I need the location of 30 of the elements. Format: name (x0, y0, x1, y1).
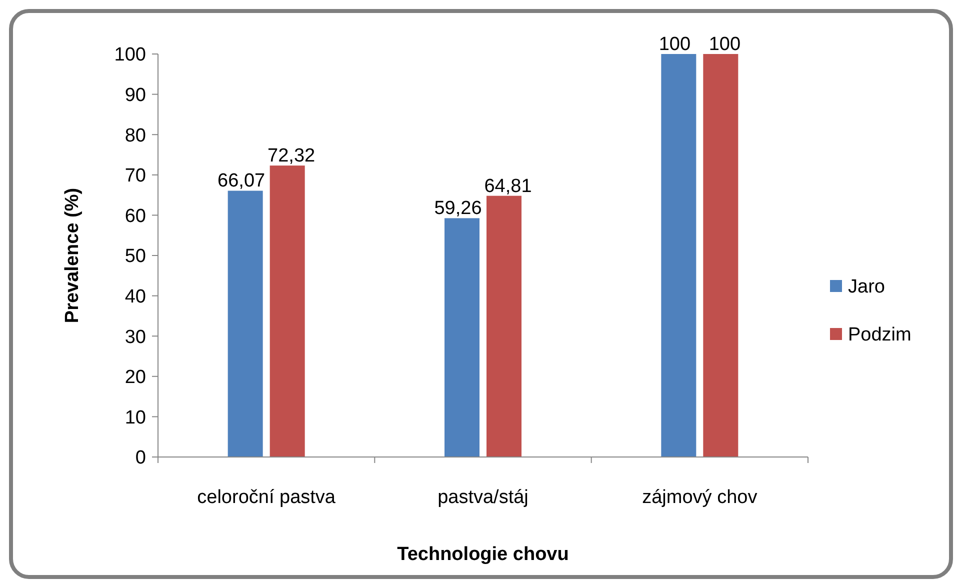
y-tick-label: 90 (124, 84, 146, 106)
y-tick-label: 20 (124, 367, 146, 388)
legend-label: Jaro (848, 276, 885, 298)
data-label: 66,07 (218, 170, 266, 192)
data-label: 64,81 (484, 176, 532, 197)
x-tick-label: celoroční pastva (197, 487, 336, 508)
x-tick-label: pastva/stáj (438, 487, 528, 508)
data-label: 100 (658, 34, 691, 55)
y-tick-label: 50 (124, 246, 146, 268)
bar (661, 54, 696, 457)
y-tick-label: 30 (124, 326, 146, 348)
legend-label: Podzim (848, 324, 912, 346)
y-tick-label: 100 (114, 44, 146, 66)
x-tick-label: zájmový chov (642, 487, 758, 508)
x-axis-title: Technologie chovu (397, 544, 569, 565)
y-tick-label: 0 (135, 448, 146, 469)
bar (444, 218, 480, 457)
y-tick-label: 80 (124, 125, 146, 146)
bar (486, 196, 522, 457)
y-axis-title: Prevalence (%) (62, 188, 83, 324)
y-tick-label: 10 (124, 407, 146, 428)
data-label: 72,32 (268, 146, 316, 167)
bar (703, 54, 738, 457)
bar (228, 190, 263, 457)
y-tick-label: 60 (124, 206, 146, 227)
y-tick-label: 70 (124, 166, 146, 187)
data-label: 59,26 (434, 198, 482, 220)
bar (270, 166, 305, 457)
data-label: 100 (708, 34, 741, 55)
y-tick-label: 40 (124, 286, 146, 308)
